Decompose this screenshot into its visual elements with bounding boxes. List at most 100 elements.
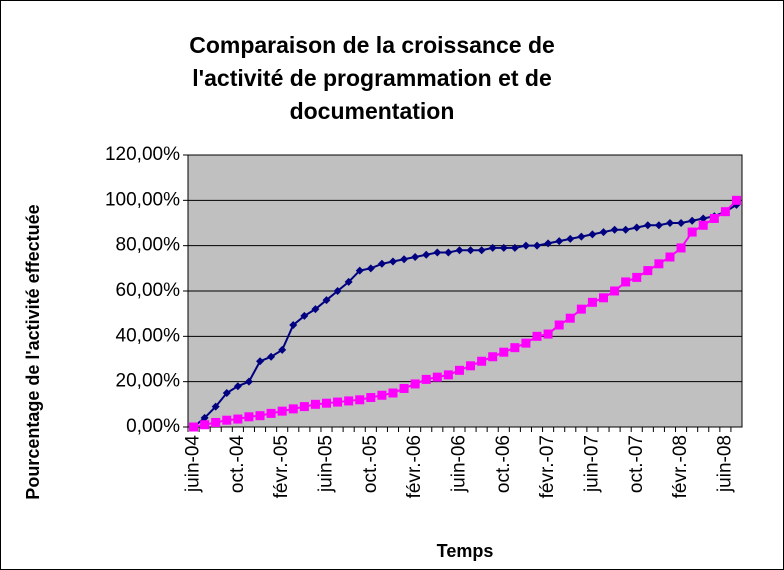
point-marker xyxy=(477,356,487,366)
point-marker xyxy=(355,395,365,405)
point-marker xyxy=(488,243,497,252)
point-marker xyxy=(621,277,631,287)
x-tick-label: févr.-05 xyxy=(271,435,292,498)
point-marker xyxy=(344,396,354,406)
x-tick-label: oct.-07 xyxy=(626,435,647,493)
point-marker xyxy=(256,357,265,366)
point-marker xyxy=(676,243,686,253)
point-marker xyxy=(532,331,542,341)
point-marker xyxy=(643,266,653,276)
point-marker xyxy=(576,304,586,314)
x-tick-label: juin-05 xyxy=(316,435,337,493)
y-tick-label: 100,00% xyxy=(105,189,180,210)
point-marker xyxy=(588,230,597,239)
x-tick-label: oct.-06 xyxy=(493,435,514,493)
x-tick-label: juin-07 xyxy=(581,435,602,493)
point-marker xyxy=(300,311,309,320)
point-marker xyxy=(443,370,453,380)
point-marker xyxy=(222,389,231,397)
point-marker xyxy=(499,243,508,252)
point-marker xyxy=(543,329,553,339)
point-marker xyxy=(366,264,375,273)
x-tick-label: juin-04 xyxy=(183,435,204,493)
point-marker xyxy=(720,207,730,217)
point-marker xyxy=(477,246,486,255)
point-marker xyxy=(687,227,697,237)
chart-title: Comparaison de la croissance de xyxy=(189,32,555,58)
chart-title: l'activité de programmation et de xyxy=(192,65,552,91)
point-marker xyxy=(344,277,353,286)
x-tick-label: oct.-05 xyxy=(360,435,381,493)
point-marker xyxy=(510,243,519,252)
point-marker xyxy=(677,219,686,227)
point-marker xyxy=(400,255,409,264)
point-marker xyxy=(399,383,409,393)
point-marker xyxy=(533,241,542,250)
point-marker xyxy=(288,404,298,414)
x-tick-label: févr.-08 xyxy=(670,435,691,498)
point-marker xyxy=(388,388,398,398)
point-marker xyxy=(211,402,220,411)
point-marker xyxy=(244,377,253,386)
point-marker xyxy=(699,214,708,223)
point-marker xyxy=(610,286,620,296)
point-marker xyxy=(189,422,199,432)
point-marker xyxy=(521,241,530,250)
point-marker xyxy=(577,232,586,241)
point-marker xyxy=(688,216,697,225)
point-marker xyxy=(454,365,464,375)
point-marker xyxy=(211,417,221,427)
point-marker xyxy=(544,239,553,248)
y-tick-label: 0,00% xyxy=(126,416,180,437)
point-marker xyxy=(731,195,741,205)
point-marker xyxy=(333,397,343,407)
x-tick-label: juin-08 xyxy=(714,435,735,493)
point-marker xyxy=(277,406,287,416)
point-marker xyxy=(411,253,420,261)
point-marker xyxy=(466,361,476,371)
point-marker xyxy=(310,399,320,409)
point-marker xyxy=(587,297,597,307)
point-marker xyxy=(621,225,630,234)
point-marker xyxy=(709,213,719,223)
point-marker xyxy=(698,220,708,230)
point-marker xyxy=(233,414,243,424)
point-marker xyxy=(521,338,531,348)
point-marker xyxy=(377,259,386,268)
point-marker xyxy=(654,259,664,269)
point-marker xyxy=(299,402,309,412)
point-marker xyxy=(599,228,608,237)
point-marker xyxy=(267,352,276,361)
x-tick-label: oct.-04 xyxy=(227,435,248,494)
point-marker xyxy=(388,257,397,266)
point-marker xyxy=(222,415,232,425)
point-marker xyxy=(322,296,331,305)
point-marker xyxy=(632,272,642,282)
point-marker xyxy=(566,234,575,243)
point-marker xyxy=(565,313,575,323)
point-marker xyxy=(422,250,431,259)
y-tick-label: 20,00% xyxy=(116,371,181,392)
point-marker xyxy=(377,390,387,400)
point-marker xyxy=(433,248,442,257)
point-marker xyxy=(643,221,652,230)
point-marker xyxy=(355,266,364,275)
point-marker xyxy=(665,252,675,262)
point-marker xyxy=(266,408,276,418)
point-marker xyxy=(366,393,376,403)
point-marker xyxy=(555,237,564,246)
point-marker xyxy=(610,225,619,234)
x-tick-label: juin-06 xyxy=(448,435,469,493)
point-marker xyxy=(554,320,564,330)
y-tick-label: 120,00% xyxy=(105,144,180,165)
point-marker xyxy=(322,398,331,408)
point-marker xyxy=(421,374,431,384)
y-tick-label: 60,00% xyxy=(116,280,181,301)
chart-title: documentation xyxy=(290,98,455,124)
point-marker xyxy=(499,347,509,357)
y-tick-label: 80,00% xyxy=(116,235,181,256)
point-marker xyxy=(255,411,265,421)
x-axis-title: Temps xyxy=(437,541,494,561)
x-tick-label: févr.-06 xyxy=(404,435,425,498)
